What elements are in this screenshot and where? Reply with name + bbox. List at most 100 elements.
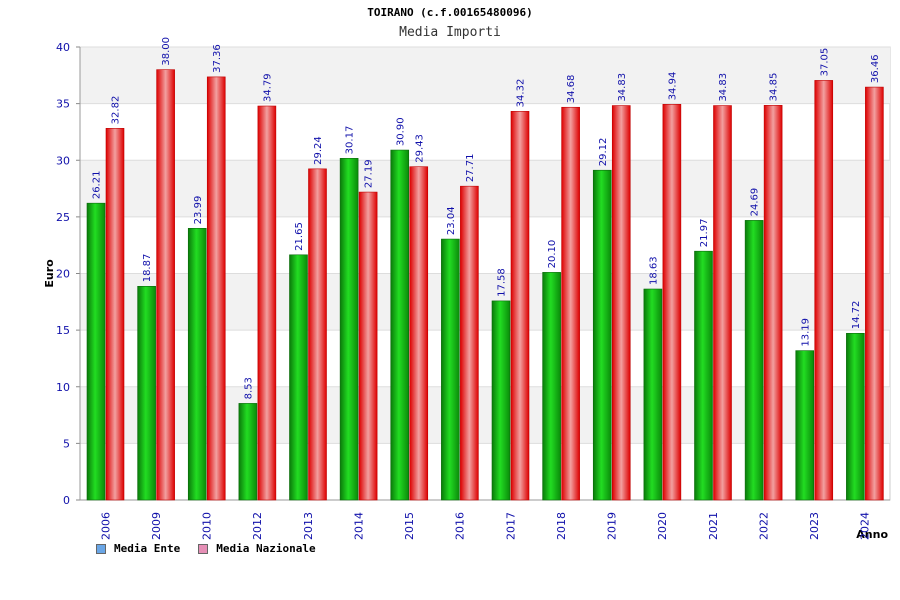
- x-tick-label: 2013: [302, 512, 315, 540]
- value-label-nazionale: 29.43: [414, 134, 425, 163]
- bar-media-nazionale: [358, 191, 378, 501]
- x-tick-label: 2024: [859, 512, 872, 540]
- bar-media-nazionale: [206, 76, 226, 501]
- bar-media-nazionale: [814, 80, 834, 501]
- chart-subtitle: Media Importi: [399, 25, 501, 40]
- value-label-nazionale: 27.19: [364, 159, 375, 188]
- bar-media-ente: [542, 272, 561, 501]
- bar-media-ente: [187, 228, 207, 501]
- value-label-nazionale: 29.24: [313, 136, 324, 165]
- value-label-ente: 18.63: [648, 256, 659, 285]
- x-axis-title: Anno: [856, 528, 888, 541]
- x-tick-label: 2006: [99, 512, 112, 540]
- y-axis-title: Euro: [43, 259, 56, 288]
- bar-media-nazionale: [763, 105, 783, 501]
- bar-media-nazionale: [308, 168, 327, 501]
- bar-media-nazionale: [662, 104, 682, 501]
- value-label-ente: 24.69: [750, 188, 761, 217]
- value-label-nazionale: 36.46: [870, 54, 881, 83]
- y-tick-label: 30: [56, 154, 70, 167]
- x-tick-label: 2018: [555, 512, 568, 540]
- x-tick-label: 2023: [808, 512, 821, 540]
- bar-media-ente: [339, 158, 359, 501]
- value-label-ente: 21.97: [699, 219, 710, 248]
- value-label-ente: 21.65: [294, 222, 305, 251]
- value-label-nazionale: 34.94: [667, 72, 678, 101]
- legend: Media Ente Media Nazionale: [96, 542, 316, 555]
- value-label-nazionale: 38.00: [161, 37, 172, 66]
- x-tick-label: 2022: [757, 512, 770, 540]
- bar-media-nazionale: [865, 86, 884, 501]
- y-tick-label: 35: [56, 98, 70, 111]
- x-tick-label: 2020: [656, 512, 669, 540]
- legend-label-nazionale: Media Nazionale: [216, 542, 316, 555]
- value-label-nazionale: 37.05: [819, 48, 830, 77]
- value-label-ente: 14.72: [851, 301, 862, 330]
- bar-media-ente: [744, 220, 764, 501]
- value-label-nazionale: 34.68: [566, 75, 577, 104]
- value-label-nazionale: 27.71: [465, 154, 476, 183]
- bar-media-ente: [137, 285, 156, 501]
- bar-media-ente: [694, 250, 713, 501]
- bar-media-nazionale: [611, 105, 631, 501]
- value-label-nazionale: 34.83: [718, 73, 729, 102]
- x-tick-label: 2016: [454, 512, 467, 540]
- bar-media-nazionale: [713, 105, 732, 501]
- value-label-nazionale: 34.85: [769, 73, 780, 102]
- bar-media-nazionale: [257, 105, 277, 501]
- x-tick-label: 2012: [251, 512, 264, 540]
- x-tick-label: 2014: [352, 512, 365, 540]
- bar-media-ente: [289, 254, 308, 501]
- value-label-ente: 8.53: [243, 377, 254, 399]
- bar-media-nazionale: [460, 185, 479, 501]
- bar-media-nazionale: [156, 69, 175, 501]
- y-tick-label: 0: [63, 494, 70, 507]
- value-label-ente: 29.12: [598, 138, 609, 167]
- value-label-ente: 23.99: [193, 196, 204, 225]
- bar-media-nazionale: [409, 166, 429, 501]
- x-tick-label: 2021: [707, 512, 720, 540]
- x-tick-label: 2009: [150, 512, 163, 540]
- y-tick-label: 15: [56, 324, 70, 337]
- legend-swatch-ente: [96, 543, 106, 554]
- bar-media-ente: [441, 238, 460, 501]
- bar-media-ente: [643, 288, 663, 501]
- value-label-ente: 30.90: [395, 117, 406, 146]
- bar-media-nazionale: [561, 106, 580, 501]
- value-label-ente: 13.19: [800, 318, 811, 347]
- value-label-nazionale: 34.32: [516, 79, 527, 108]
- value-label-ente: 23.04: [446, 206, 457, 235]
- value-label-nazionale: 34.79: [262, 73, 273, 102]
- x-tick-label: 2019: [606, 512, 619, 540]
- bar-media-ente: [795, 350, 815, 501]
- x-tick-label: 2017: [504, 512, 517, 540]
- bar-media-ente: [238, 403, 258, 501]
- y-tick-label: 20: [56, 268, 70, 281]
- value-label-nazionale: 37.36: [212, 44, 223, 73]
- chart-title: TOIRANO (c.f.00165480096): [367, 6, 533, 19]
- value-label-ente: 30.17: [345, 126, 356, 155]
- x-tick-label: 2010: [201, 512, 214, 540]
- legend-swatch-nazionale: [198, 543, 209, 554]
- y-tick-label: 40: [56, 41, 70, 54]
- y-tick-label: 10: [56, 381, 70, 394]
- bar-media-ente: [491, 300, 511, 501]
- bar-media-nazionale: [510, 111, 530, 501]
- value-label-ente: 17.58: [497, 268, 508, 297]
- value-label-nazionale: 34.83: [617, 73, 628, 102]
- value-label-nazionale: 32.82: [111, 96, 122, 125]
- bar-media-ente: [86, 202, 106, 501]
- x-tick-label: 2015: [403, 512, 416, 540]
- bar-media-ente: [592, 169, 612, 501]
- legend-label-ente: Media Ente: [114, 542, 181, 555]
- value-label-ente: 26.21: [92, 171, 103, 200]
- bar-media-ente: [846, 332, 865, 501]
- value-label-ente: 18.87: [142, 254, 153, 283]
- y-tick-label: 25: [56, 211, 70, 224]
- legend-item-nazionale: Media Nazionale: [198, 542, 316, 555]
- bar-media-ente: [390, 149, 410, 501]
- bar-media-nazionale: [105, 128, 125, 501]
- legend-item-ente: Media Ente: [96, 542, 180, 555]
- y-tick-label: 5: [63, 437, 70, 450]
